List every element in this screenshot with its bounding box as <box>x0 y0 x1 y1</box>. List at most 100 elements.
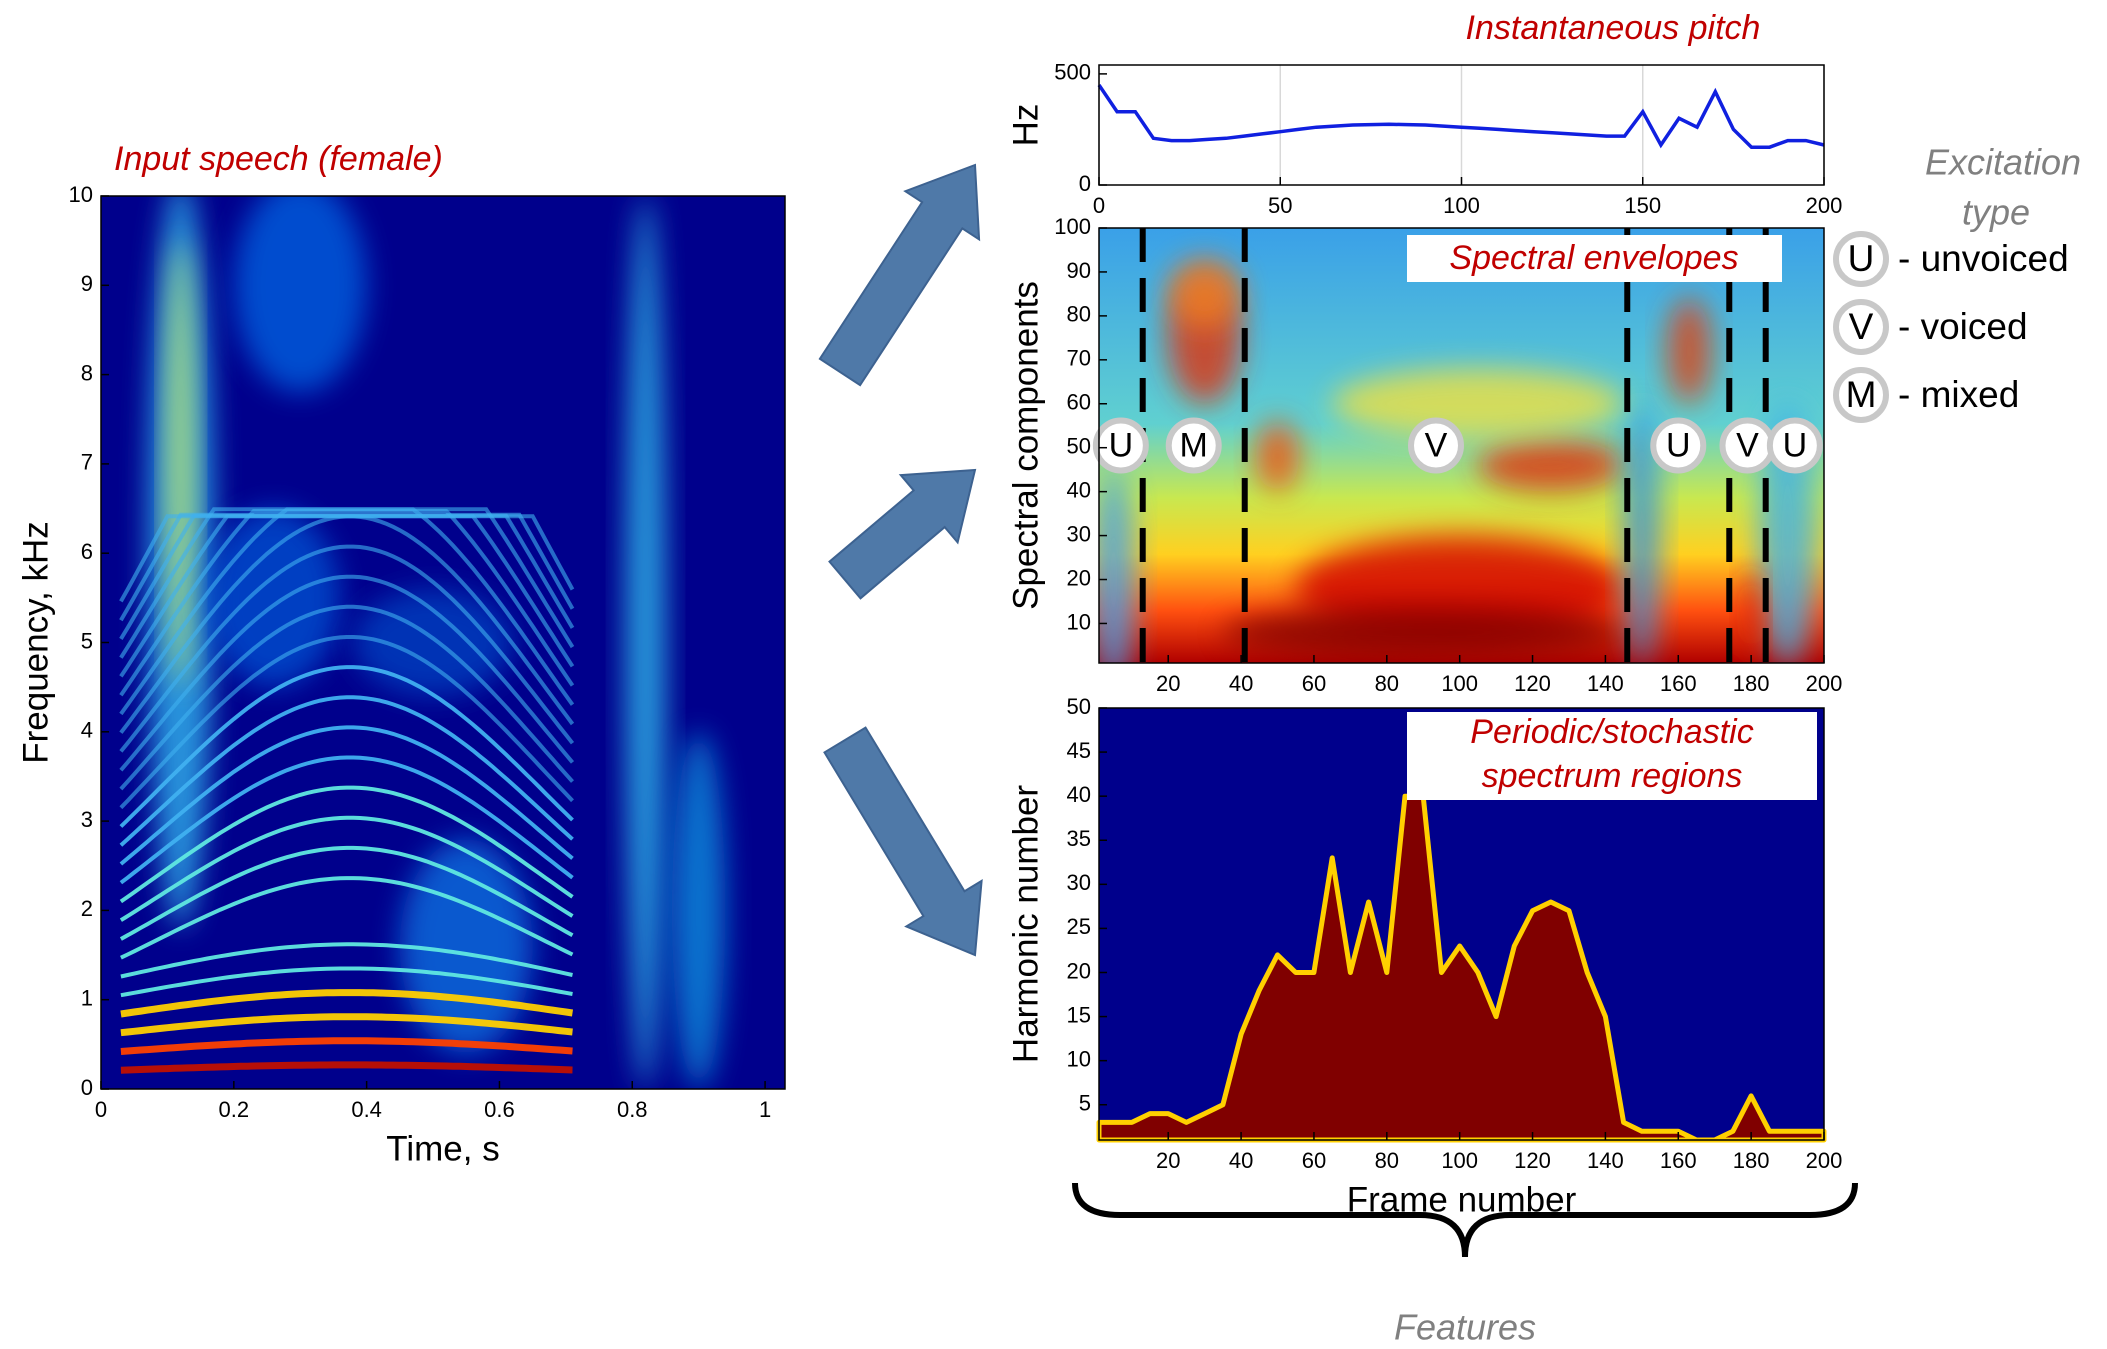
x-tick-label: 200 <box>1806 193 1843 218</box>
x-tick-label: 200 <box>1806 671 1843 696</box>
harmonic <box>120 989 574 1018</box>
y-tick-label: 10 <box>1067 609 1091 634</box>
y-tick-label: 100 <box>1054 214 1091 239</box>
x-tick-label: 180 <box>1733 671 1770 696</box>
y-tick-label: 50 <box>1067 694 1091 719</box>
x-tick-label: 120 <box>1514 1148 1551 1173</box>
x-axis-label: Time, s <box>386 1129 499 1168</box>
x-tick-label: 40 <box>1229 671 1253 696</box>
x-tick-label: 160 <box>1660 1148 1697 1173</box>
axes-frame <box>1098 227 1825 664</box>
y-tick-label: 20 <box>1067 565 1091 590</box>
energy <box>1623 403 1661 663</box>
x-tick-label: 20 <box>1156 1148 1180 1173</box>
x-tick-label: 20 <box>1156 671 1180 696</box>
harmonic <box>119 635 574 810</box>
harmonic <box>119 514 575 603</box>
excitation-label: V <box>1736 426 1759 464</box>
y-tick-label: 30 <box>1067 870 1091 895</box>
x-tick-label: 100 <box>1441 1148 1478 1173</box>
energy <box>1099 469 1136 663</box>
harmonic <box>119 507 575 659</box>
periodic-region <box>1096 793 1827 1143</box>
x-tick-label: 40 <box>1229 1148 1253 1173</box>
x-tick-label: 0 <box>1093 193 1105 218</box>
x-tick-label: 60 <box>1302 1148 1326 1173</box>
y-axis-label: Frequency, kHz <box>16 521 55 764</box>
x-tick-label: 140 <box>1587 1148 1624 1173</box>
harmonic <box>119 604 574 791</box>
x-tick-label: 0.4 <box>351 1097 382 1122</box>
y-tick-label: 70 <box>1067 346 1091 371</box>
energy <box>1222 605 1624 659</box>
legend-label: - voiced <box>1898 306 2028 347</box>
energy <box>353 588 513 697</box>
x-tick-label: 180 <box>1733 1148 1770 1173</box>
y-tick-label: 9 <box>81 271 93 296</box>
y-tick-label: 40 <box>1067 782 1091 807</box>
y-tick-label: 20 <box>1067 958 1091 983</box>
y-tick-label: 3 <box>81 807 93 832</box>
y-axis-label: Spectral components <box>1006 281 1045 610</box>
y-tick-label: 50 <box>1067 434 1091 459</box>
x-tick-label: 100 <box>1443 193 1480 218</box>
x-axis-label: Frame number <box>1347 1180 1577 1219</box>
chart-title: Input speech (female) <box>114 140 443 178</box>
y-tick-label: 30 <box>1067 521 1091 546</box>
x-tick-label: 0.6 <box>484 1097 515 1122</box>
energy <box>1740 570 1763 659</box>
excitation-label: M <box>1180 426 1208 464</box>
x-tick-label: 100 <box>1441 671 1478 696</box>
y-tick-label: 40 <box>1067 477 1091 502</box>
legend-label: - unvoiced <box>1898 238 2069 279</box>
x-tick-label: 60 <box>1302 671 1326 696</box>
axes-frame <box>1098 707 1825 1141</box>
footer-label: Features <box>1394 1307 1536 1348</box>
y-tick-label: 35 <box>1067 826 1091 851</box>
plot-area <box>101 196 785 1089</box>
harmonic <box>119 665 574 828</box>
x-tick-label: 160 <box>1660 671 1697 696</box>
y-tick-label: 0 <box>1079 171 1091 196</box>
harmonic <box>119 755 574 885</box>
title-box <box>1407 235 1782 282</box>
excitation-badge <box>1165 417 1222 474</box>
energy <box>1667 298 1712 404</box>
y-tick-label: 5 <box>81 628 93 653</box>
harmonic <box>119 725 574 866</box>
legend-badge <box>1833 299 1889 355</box>
x-tick-label: 200 <box>1806 1148 1843 1173</box>
harmonic <box>120 876 574 960</box>
pitch-line <box>1097 84 1825 149</box>
x-tick-label: 50 <box>1268 193 1292 218</box>
harmonic <box>120 966 573 998</box>
chart-title: Instantaneous pitch <box>1466 9 1761 47</box>
y-tick-label: 2 <box>81 896 93 921</box>
y-tick-label: 25 <box>1067 914 1091 939</box>
excitation-label: U <box>1666 426 1691 464</box>
excitation-label: V <box>1425 426 1448 464</box>
energy <box>672 731 726 1089</box>
y-tick-label: 80 <box>1067 302 1091 327</box>
excitation-badge <box>1407 417 1464 474</box>
legend-title: Excitation <box>1925 142 2081 183</box>
title-box <box>1407 712 1817 800</box>
y-axis-label: Harmonic number <box>1006 785 1045 1063</box>
harmonic <box>120 1061 573 1074</box>
x-tick-label: 1 <box>759 1097 771 1122</box>
y-tick-label: 7 <box>81 450 93 475</box>
excitation-badge <box>1766 417 1823 474</box>
excitation-badge <box>1650 417 1707 474</box>
y-tick-label: 45 <box>1067 738 1091 763</box>
legend-title: type <box>1962 192 2030 233</box>
y-tick-label: 8 <box>81 360 93 385</box>
x-tick-label: 80 <box>1375 671 1399 696</box>
legend-badge <box>1833 367 1889 423</box>
harmonic <box>119 695 574 847</box>
excitation-label: U <box>1783 426 1808 464</box>
arrow <box>828 468 977 600</box>
y-tick-label: 90 <box>1067 258 1091 283</box>
legend-symbol: V <box>1849 306 1874 347</box>
harmonic <box>120 1013 573 1037</box>
